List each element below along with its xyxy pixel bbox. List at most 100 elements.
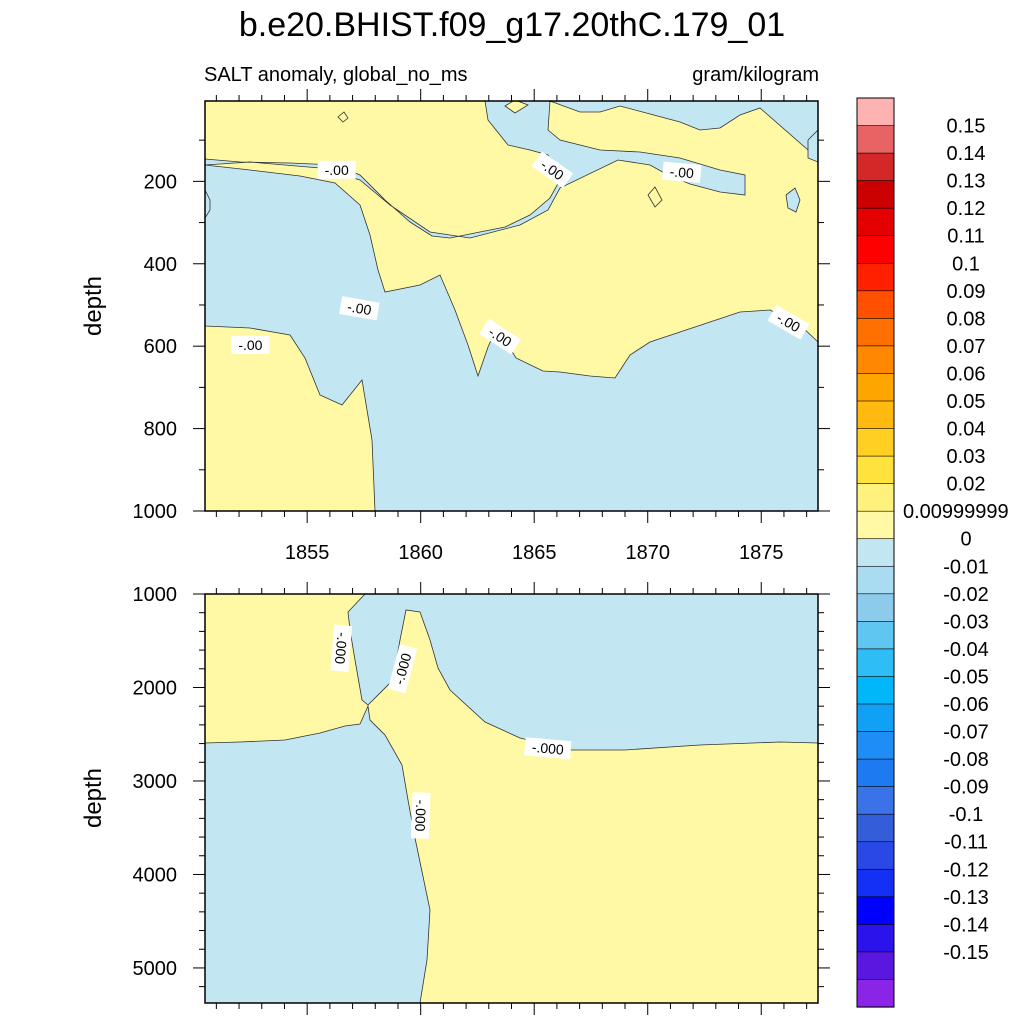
bottom-contour-label-bg — [387, 644, 418, 694]
bottom-contour-label: -.000 — [524, 737, 572, 760]
colorbar-label: -0.11 — [944, 832, 988, 854]
bottom-panel: -.000 -.000 -.000 -.000 1000 2000 3000 4000 500… — [80, 582, 830, 1015]
colorbar-label: -0.08 — [943, 749, 989, 771]
colorbar-swatch — [856, 648, 895, 678]
colorbar-label: -0.02 — [943, 584, 989, 606]
colorbar-label: 0.07 — [947, 336, 986, 358]
top-x-tick-label: 1875 — [739, 542, 784, 564]
colorbar-swatch — [856, 235, 895, 264]
colorbar-swatch — [856, 180, 895, 209]
colorbar-label: 0.05 — [947, 391, 986, 413]
top-contour-label-text: -.00 — [669, 163, 695, 181]
top-ticks: 1855 1860 1865 1870 1875 200 400 600 800 1000 — [133, 89, 830, 564]
colorbar-swatch — [856, 621, 895, 650]
top-x-tick-label: 1860 — [398, 542, 443, 564]
bottom-y-tick-label: 4000 — [133, 864, 178, 886]
colorbar-swatch — [856, 538, 895, 567]
colorbar-swatch — [856, 510, 895, 540]
top-contour-label: -.00 — [339, 296, 380, 321]
subtitle-right: gram/kilogram — [692, 64, 819, 86]
colorbar-swatch — [856, 868, 895, 898]
top-contour-field — [205, 101, 818, 511]
top-left-negative-sliver — [205, 189, 211, 219]
top-contour-label: -.00 — [317, 160, 356, 179]
colorbar-label: -0.15 — [943, 942, 989, 964]
colorbar-label: 0.04 — [947, 419, 986, 441]
colorbar-swatch — [856, 318, 895, 347]
bottom-contour-label: -.000 — [330, 624, 353, 672]
colorbar-swatch — [856, 373, 895, 402]
top-x-tick-label: 1865 — [512, 542, 557, 564]
colorbar-frame — [856, 97, 895, 1008]
top-y-tick-label: 600 — [144, 336, 177, 358]
colorbar-swatch — [856, 483, 895, 512]
subtitle-left: SALT anomaly, global_no_ms — [204, 64, 468, 86]
colorbar-label: 0.08 — [947, 308, 986, 330]
colorbar-label: -0.04 — [943, 639, 989, 661]
top-y-tick-label: 1000 — [133, 501, 178, 523]
colorbar-swatch — [856, 152, 895, 182]
bottom-contour-label-bg — [524, 737, 572, 760]
colorbar-swatch — [856, 565, 895, 595]
colorbar-swatch — [856, 813, 895, 843]
bottom-upper-negative-region — [347, 594, 818, 751]
bottom-contour-label-text: -.000 — [531, 739, 564, 758]
bottom-y-tick-label: 5000 — [133, 958, 178, 980]
top-y-tick-label: 200 — [144, 171, 177, 193]
top-y-tick-label: 400 — [144, 254, 177, 276]
top-contour-label: -.00 — [231, 335, 270, 354]
top-y-tick-label: 800 — [144, 419, 177, 441]
bottom-ticks: 1000 2000 3000 4000 5000 — [133, 582, 830, 1015]
top-contour-label-bg — [767, 304, 810, 340]
colorbar-label: -0.01 — [943, 556, 989, 578]
top-contour-label-text: -.00 — [346, 298, 373, 318]
colorbar-label: 0.15 — [947, 116, 986, 138]
colorbar-swatch — [856, 924, 895, 953]
colorbar-swatch — [856, 290, 895, 319]
bottom-y-tick-label: 2000 — [133, 677, 178, 699]
colorbar-swatch — [856, 786, 895, 815]
top-contour-label: -.00 — [662, 161, 702, 183]
top-y-axis-label: depth — [80, 276, 107, 336]
bottom-contour-labels: -.000 -.000 -.000 -.000 — [330, 624, 572, 839]
top-contour-label-bg — [339, 296, 380, 321]
colorbar-label: 0.03 — [947, 446, 986, 468]
colorbar-swatch — [856, 428, 895, 457]
colorbar-swatch — [856, 703, 895, 733]
colorbar-swatch — [856, 896, 895, 925]
colorbar-label: 0.00999999 — [903, 501, 1009, 523]
top-lower-negative-region — [205, 164, 818, 511]
bottom-contour-label: -.000 — [387, 644, 418, 694]
colorbar-swatch — [856, 731, 895, 760]
top-panel: -.00 -.00 -.00-.00-.00-.00-.00 1855 1860 186… — [80, 89, 830, 564]
colorbar-swatch — [856, 262, 895, 292]
bottom-contour-label-text: -.000 — [332, 632, 351, 665]
colorbar-label: -0.12 — [943, 859, 989, 881]
bottom-contour-label-bg — [330, 624, 353, 672]
top-contour-label-bg — [479, 318, 521, 355]
bottom-lower-negative-region — [205, 704, 431, 1003]
top-contour-label-bg — [317, 160, 356, 179]
colorbar-swatch — [856, 841, 895, 870]
top-contour-label-text: -.00 — [325, 162, 349, 178]
top-contour-label-bg — [231, 335, 270, 354]
top-contour-label-bg — [662, 161, 702, 183]
colorbar-label: 0.09 — [947, 281, 986, 303]
colorbar-label: -0.03 — [943, 611, 989, 633]
top-small-positive-blob-1 — [647, 186, 663, 208]
chart-title: b.e20.BHIST.f09_g17.20thC.179_01 — [239, 6, 785, 44]
colorbar-label: -0.06 — [943, 694, 989, 716]
bottom-contour-label: -.000 — [410, 792, 431, 839]
colorbar-label: 0.02 — [947, 474, 986, 496]
colorbar-label: 0.06 — [947, 363, 986, 385]
bottom-y-axis-label: depth — [80, 768, 107, 828]
colorbar-swatch — [856, 345, 895, 375]
top-x-tick-label: 1870 — [625, 542, 670, 564]
colorbar-label: -0.14 — [943, 914, 989, 936]
colorbar-label: 0 — [960, 529, 971, 551]
colorbar-swatch — [856, 758, 895, 788]
colorbar-label: 0.11 — [947, 226, 984, 248]
top-contour-label-bg — [531, 151, 574, 189]
colorbar-swatch — [856, 951, 895, 981]
